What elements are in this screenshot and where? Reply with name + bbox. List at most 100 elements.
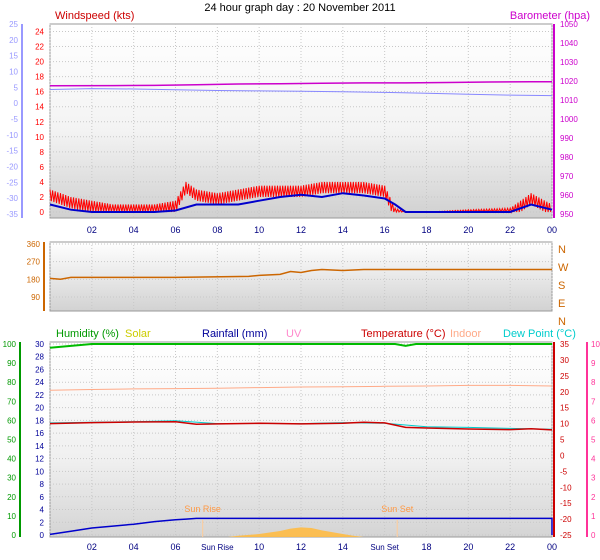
x-tick-label: 18 (421, 542, 431, 552)
compass-label: W (558, 262, 569, 274)
temp-axis-tick: -10 (560, 483, 572, 492)
temp-axis-tick: 30 (560, 356, 569, 365)
baro-trend-line (49, 88, 553, 97)
humidity-axis-tick: 20 (7, 493, 16, 502)
rain-axis-tick: 12 (35, 455, 44, 464)
uv-axis-tick: 2 (591, 493, 596, 502)
rain-axis-tick: 30 (35, 340, 44, 349)
baro-axis-tick: 1050 (560, 20, 578, 29)
baro-axis-tick: 1030 (560, 58, 578, 67)
x-tick-label: Sun Rise (201, 543, 234, 552)
sunset-label: Sun Set (381, 504, 414, 514)
rain-axis-tick: 4 (40, 506, 45, 515)
x-tick-label: 12 (296, 542, 306, 552)
rain-axis-tick: 16 (35, 429, 44, 438)
humidity-axis-tick: 60 (7, 416, 16, 425)
baro-axis-tick: 990 (560, 134, 574, 143)
indoor-legend: Indoor (450, 328, 482, 340)
x-tick-label: 12 (296, 225, 306, 235)
humidity-line (49, 343, 552, 349)
baro-axis-tick: 950 (560, 210, 574, 219)
rain-axis-tick: 26 (35, 365, 44, 374)
uv-axis-tick: 9 (591, 359, 596, 368)
x-tick-label: 10 (254, 542, 264, 552)
baro-axis-tick: 1040 (560, 39, 578, 48)
humidity-legend: Humidity (%) (56, 328, 119, 340)
x-tick-label: 22 (505, 542, 515, 552)
temperature-line (49, 420, 553, 431)
uv-axis-tick: 5 (591, 436, 596, 445)
x-tick-label: 10 (254, 225, 264, 235)
uv-axis-tick: 1 (591, 512, 596, 521)
x-tick-label: 20 (463, 225, 473, 235)
x-tick-label: 06 (170, 542, 180, 552)
dew-legend: Dew Point (°C) (503, 328, 576, 340)
dir-axis-tick: 90 (31, 293, 40, 302)
wind-axis-tick: 16 (35, 88, 44, 97)
temp-axis-tick: 25 (560, 372, 569, 381)
rain-axis-tick: 0 (40, 531, 45, 540)
x-tick-label: Sun Set (370, 543, 399, 552)
outer-axis-tick: -5 (11, 115, 19, 124)
compass-label: S (558, 280, 565, 292)
rain-axis-tick: 14 (35, 442, 44, 451)
x-tick-label: 02 (87, 542, 97, 552)
temp-legend: Temperature (°C) (361, 328, 445, 340)
temp-axis-tick: -25 (560, 531, 572, 540)
temp-axis-tick: -15 (560, 499, 572, 508)
humidity-axis-tick: 30 (7, 474, 16, 483)
rain-axis-tick: 2 (40, 518, 45, 527)
x-tick-label: 00 (547, 225, 557, 235)
temp-axis-tick: -5 (560, 467, 568, 476)
humidity-axis-tick: 100 (3, 340, 17, 349)
baro-axis-tick: 970 (560, 172, 574, 181)
outer-axis-tick: -35 (6, 210, 18, 219)
uv-axis-tick: 4 (591, 455, 596, 464)
outer-axis-tick: -20 (6, 163, 18, 172)
humidity-axis-tick: 50 (7, 436, 16, 445)
indoor-line (49, 384, 553, 391)
x-tick-label: 04 (129, 542, 139, 552)
wind-axis-tick: 20 (35, 58, 44, 67)
temp-axis-tick: 15 (560, 404, 569, 413)
baro-axis-tick: 1010 (560, 96, 578, 105)
gridlines (49, 24, 553, 537)
temp-axis-tick: -20 (560, 515, 572, 524)
uv-axis-tick: 3 (591, 474, 596, 483)
page-title: 24 hour graph day : 20 November 2011 (204, 2, 395, 14)
compass-label: N (558, 244, 566, 256)
wind-axis-tick: 24 (35, 28, 44, 37)
wind-axis-tick: 6 (40, 163, 45, 172)
compass-label: E (558, 298, 565, 310)
uv-legend: UV (286, 328, 302, 340)
temp-axis-tick: 10 (560, 420, 569, 429)
x-tick-label: 00 (547, 542, 557, 552)
outer-axis-tick: 25 (9, 20, 18, 29)
outer-axis-tick: -15 (6, 147, 18, 156)
uv-axis-tick: 0 (591, 531, 596, 540)
outer-axis-tick: 5 (14, 83, 19, 92)
humidity-axis-tick: 70 (7, 397, 16, 406)
humidity-axis-tick: 80 (7, 378, 16, 387)
wind-axis-tick: 2 (40, 193, 45, 202)
outer-axis-tick: -25 (6, 178, 18, 187)
rain-axis-tick: 20 (35, 404, 44, 413)
humidity-axis-tick: 40 (7, 455, 16, 464)
outer-axis-tick: 15 (9, 52, 18, 61)
x-tick-label: 04 (129, 225, 139, 235)
wind-axis-tick: 14 (35, 103, 44, 112)
humidity-axis-tick: 10 (7, 512, 16, 521)
x-tick-label: 08 (212, 225, 222, 235)
rainfall-line (49, 517, 553, 536)
rain-axis-tick: 24 (35, 378, 44, 387)
rain-axis-tick: 10 (35, 467, 44, 476)
axes (19, 24, 588, 537)
x-tick-label: 18 (421, 225, 431, 235)
rain-legend: Rainfall (mm) (202, 328, 267, 340)
humidity-axis-tick: 90 (7, 359, 16, 368)
outer-axis-tick: 10 (9, 68, 18, 77)
temp-axis-tick: 35 (560, 340, 569, 349)
